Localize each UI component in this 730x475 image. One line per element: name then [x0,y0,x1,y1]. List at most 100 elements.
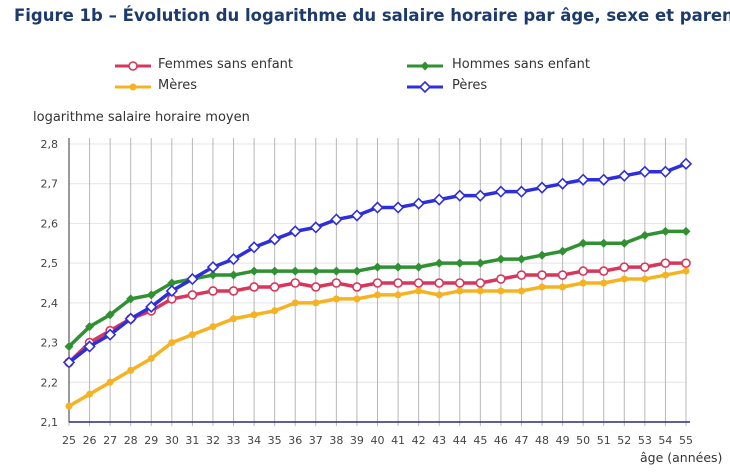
data-point [146,290,156,300]
data-point [515,185,528,198]
data-point [638,165,651,178]
y-tick-label: 2,3 [41,337,59,350]
y-tick-label: 2,5 [41,257,59,270]
y-tick-label: 2,8 [41,138,59,151]
data-point [516,254,526,264]
legend-marker-2 [129,83,137,91]
x-tick-label: 32 [206,434,220,447]
data-point [206,260,220,274]
data-point [291,299,299,307]
data-point [126,294,136,304]
data-point [393,278,403,288]
data-point [619,238,629,248]
data-point [414,262,424,272]
data-point [681,258,691,268]
x-tick-label: 34 [247,434,261,447]
x-tick-label: 33 [227,434,241,447]
data-point [290,278,301,288]
x-tick-label: 51 [597,434,611,447]
data-point [250,311,258,319]
data-point [578,266,588,276]
data-point [269,282,280,292]
y-tick-label: 2,6 [41,217,59,230]
data-point [249,282,259,292]
data-point [85,322,95,332]
data-point [535,181,549,194]
x-tick-label: 47 [514,434,528,447]
data-point [353,295,361,303]
data-point [660,226,670,236]
data-point [290,266,300,276]
x-tick-label: 36 [288,434,302,447]
data-point [415,287,423,295]
data-point [434,258,444,268]
x-tick-label: 55 [679,434,693,447]
data-point [208,286,218,296]
x-tick-label: 29 [144,434,158,447]
x-tick-label: 45 [473,434,487,447]
data-point [454,278,465,288]
data-point [659,165,672,178]
data-point [433,193,446,206]
x-tick-label: 35 [268,434,282,447]
y-tick-label: 2,1 [41,416,59,429]
data-point [147,354,155,362]
legend-marker-0 [128,61,138,71]
data-point [310,282,321,292]
data-point [599,238,609,248]
data-point [187,290,198,300]
data-point [270,266,280,276]
x-tick-label: 53 [638,434,652,447]
data-point [556,177,569,190]
x-tick-label: 42 [412,434,426,447]
x-tick-label: 27 [103,434,117,447]
data-point [679,157,693,170]
data-point [104,328,117,341]
data-point [577,173,590,186]
data-point [661,271,669,279]
chart-title: Figure 1b – Évolution du logarithme du s… [14,6,730,25]
data-point [641,275,649,283]
y-tick-label: 2,2 [41,376,59,389]
data-point [352,282,362,292]
data-point [620,275,628,283]
data-point [516,270,527,280]
y-tick-label: 2,4 [41,297,59,310]
legend-label-meres: Mères [158,78,198,93]
data-point [474,189,487,202]
data-point [537,270,547,280]
data-point [352,266,362,276]
data-point [289,225,302,238]
data-point [209,323,217,331]
legend-marker-1 [420,61,430,71]
data-point [435,291,443,299]
data-point [124,312,137,325]
x-tick-label: 40 [371,434,385,447]
data-point [249,266,259,276]
data-point [311,266,321,276]
data-point [618,169,631,182]
x-tick-label: 54 [658,434,672,447]
data-point [374,291,381,299]
x-tick-label: 46 [494,434,508,447]
data-point [578,238,588,248]
data-point [86,390,94,398]
legend-label-hommes: Hommes sans enfant [452,57,590,72]
data-point [330,213,343,226]
x-tick-label: 39 [350,434,364,447]
data-point [682,267,690,275]
data-point [309,221,322,234]
data-point [557,270,568,280]
x-tick-label: 30 [165,434,179,447]
x-tick-label: 41 [391,434,405,447]
data-point [373,262,382,272]
x-tick-label: 43 [432,434,446,447]
data-point [106,378,114,386]
data-point [229,270,239,280]
data-point [640,230,650,240]
data-point [537,250,547,260]
data-point [579,279,587,287]
data-point [350,209,364,222]
